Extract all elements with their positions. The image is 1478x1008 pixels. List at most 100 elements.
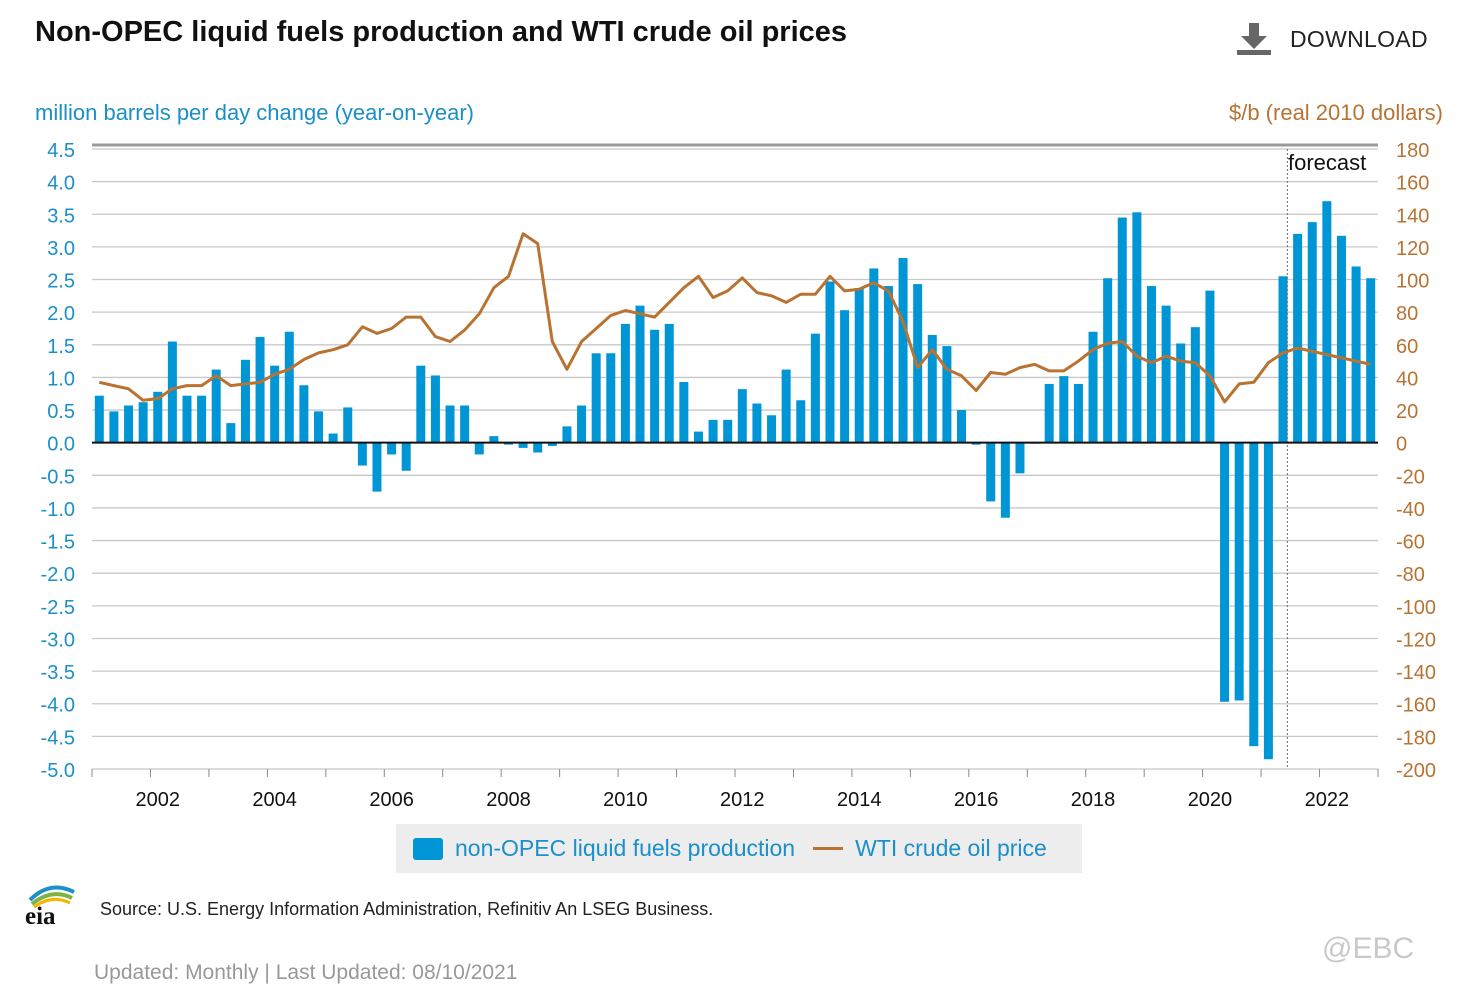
y-tick-label-left: -4.0 [41, 695, 75, 717]
bar [752, 403, 762, 443]
bar [898, 257, 908, 443]
y-tick-label-left: 3.5 [47, 205, 75, 227]
bar [708, 419, 718, 443]
y-tick-label-right: -40 [1396, 499, 1425, 521]
y-tick-label-right: 80 [1396, 303, 1418, 325]
y-tick-label-right: 120 [1396, 238, 1429, 260]
bar [357, 442, 367, 466]
y-tick-label-left: 3.0 [47, 238, 75, 260]
x-tick-label: 2022 [1305, 789, 1350, 811]
bar [547, 442, 557, 446]
line-series [98, 232, 1372, 404]
bar [664, 323, 674, 443]
bar [1263, 442, 1273, 760]
axes: 4.5 4.0 3.5 3.0 2.5 2.0 1.5 1.0 0.5 0.0 -0.5 -1.0 -1… [41, 140, 1437, 811]
legend-swatch-line [813, 847, 844, 850]
bar [430, 375, 440, 443]
y-tick-label-right: 160 [1396, 173, 1429, 195]
bar [1366, 278, 1376, 443]
legend-item-wti[interactable]: WTI crude oil price [795, 835, 1047, 862]
x-tick-label: 2006 [369, 789, 414, 811]
bar [299, 385, 309, 443]
bar [591, 353, 601, 443]
bar [679, 381, 689, 443]
bar [854, 288, 864, 443]
y-tick-label-right: 0 [1396, 434, 1407, 456]
bar [372, 442, 382, 492]
bar [723, 419, 733, 443]
bar [693, 431, 703, 443]
updated-note: Updated: Monthly | Last Updated: 08/10/2… [94, 961, 518, 984]
bar [869, 268, 879, 443]
bar [1293, 233, 1303, 443]
bar [986, 442, 996, 502]
bar [796, 400, 806, 443]
bar [577, 405, 587, 443]
y-tick-label-left: 4.0 [47, 173, 75, 195]
y-tick-label-left: -1.0 [41, 499, 75, 521]
bar [445, 405, 455, 443]
bar [1307, 222, 1317, 443]
x-tick-label: 2002 [136, 789, 181, 811]
bar [1176, 343, 1186, 443]
y-tick-label-right: -80 [1396, 564, 1425, 586]
y-tick-label-right: 180 [1396, 140, 1429, 162]
y-tick-label-right: 140 [1396, 205, 1429, 227]
source-note: Source: U.S. Energy Information Administ… [100, 899, 714, 919]
bar [825, 281, 835, 443]
x-tick-label: 2008 [486, 789, 531, 811]
bar [1161, 305, 1171, 443]
bar [606, 353, 616, 443]
y-tick-label-right: 60 [1396, 336, 1418, 358]
bar [240, 359, 250, 443]
bar [460, 405, 470, 443]
y-tick-label-left: -3.0 [41, 629, 75, 651]
bar [1088, 331, 1098, 443]
legend-item-production[interactable]: non-OPEC liquid fuels production [396, 835, 795, 862]
bar [1103, 278, 1113, 443]
bar [1117, 217, 1127, 443]
y-tick-label-left: 1.5 [47, 336, 75, 358]
y-tick-label-right: -20 [1396, 466, 1425, 488]
bar [1073, 383, 1083, 443]
page-title: Non-OPEC liquid fuels production and WTI… [35, 16, 848, 48]
y-tick-label-left: -3.5 [41, 662, 75, 684]
bar [1249, 442, 1259, 747]
chart: million barrels per day change (year-on-… [35, 100, 1443, 811]
bar [255, 336, 265, 443]
bar [1205, 290, 1215, 443]
svg-text:eia: eia [25, 903, 56, 928]
watermark: @EBC [1322, 932, 1415, 965]
bar [781, 369, 791, 443]
download-button[interactable]: DOWNLOAD [1236, 22, 1428, 56]
bar [737, 389, 747, 443]
bar [1146, 286, 1156, 443]
bar [620, 323, 630, 443]
y-tick-label-right: -100 [1396, 597, 1436, 619]
y-tick-label-left: 1.0 [47, 368, 75, 390]
bar [489, 436, 499, 443]
y-tick-label-left: 0.5 [47, 401, 75, 423]
y-tick-label-left: 4.5 [47, 140, 75, 162]
bar [957, 410, 967, 443]
bar [562, 426, 572, 443]
bar [840, 310, 850, 443]
y-tick-label-right: -180 [1396, 727, 1436, 749]
download-icon [1237, 23, 1271, 55]
bar [1234, 442, 1244, 701]
bar [635, 305, 645, 443]
bar [518, 442, 528, 448]
bar [1059, 376, 1069, 443]
bar [1132, 212, 1142, 443]
bar [109, 411, 119, 443]
download-label: DOWNLOAD [1290, 25, 1428, 52]
y-tick-label-left: -5.0 [41, 760, 75, 782]
y-tick-label-left: -2.0 [41, 564, 75, 586]
bar [197, 395, 207, 443]
bar [650, 329, 660, 443]
bar [314, 411, 324, 443]
y-tick-label-right: 20 [1396, 401, 1418, 423]
x-tick-label: 2014 [837, 789, 882, 811]
bar [767, 415, 777, 443]
bar [1220, 442, 1230, 702]
